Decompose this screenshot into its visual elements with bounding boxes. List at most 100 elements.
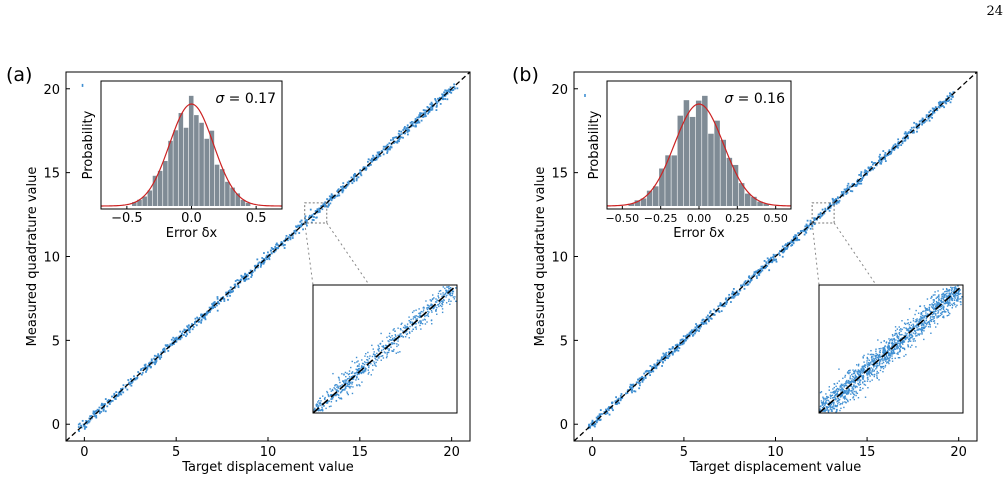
scatter-point — [180, 333, 183, 336]
scatter-point — [710, 312, 713, 315]
zoom-point — [365, 361, 367, 364]
scatter-point — [438, 97, 441, 99]
zoom-point — [887, 345, 890, 348]
scatter-point — [159, 357, 161, 360]
scatter-point — [296, 225, 299, 228]
scatter-point — [270, 252, 273, 254]
zoom-point — [421, 323, 424, 325]
scatter-point — [439, 103, 442, 105]
scatter-point — [273, 251, 276, 254]
scatter-point — [411, 120, 413, 123]
scatter-point — [591, 419, 594, 422]
zoom-point — [888, 342, 891, 344]
histogram-bar — [695, 100, 702, 206]
zoom-point — [363, 365, 365, 368]
zoom-point — [897, 351, 899, 354]
zoom-point — [880, 367, 882, 369]
scatter-point — [632, 383, 635, 386]
scatter-point — [695, 327, 698, 330]
scatter-point — [386, 152, 389, 154]
scatter-point — [676, 343, 679, 346]
scatter-point — [860, 180, 862, 182]
histogram-inset-b: −0.50 −0.25 0.00 0.25 0.50 Error δx Probabil… — [587, 80, 792, 241]
zoom-point — [331, 398, 333, 400]
scatter-point — [763, 260, 766, 262]
scatter-point — [705, 316, 708, 319]
scatter-point — [414, 119, 417, 122]
scatter-point — [931, 113, 933, 116]
histogram-bar — [677, 115, 684, 206]
zoom-point — [347, 373, 350, 376]
zoom-point — [390, 346, 392, 348]
zoom-point — [916, 323, 918, 325]
scatter-point — [823, 212, 826, 215]
scatter-point — [329, 202, 332, 205]
zoom-point — [368, 357, 371, 360]
scatter-point — [327, 205, 329, 208]
scatter-point — [799, 230, 802, 232]
scatter-point — [300, 222, 303, 225]
zoom-point — [387, 351, 390, 354]
scatter-point — [201, 313, 204, 316]
zoom-point — [838, 380, 840, 382]
zoom-point — [416, 318, 418, 320]
zoom-point — [894, 357, 896, 360]
zoom-point — [925, 323, 928, 326]
zoom-point — [847, 400, 849, 403]
zoom-point — [956, 300, 959, 302]
scatter-point — [856, 181, 859, 183]
sigma-annotation-b: σ = 0.16 — [724, 91, 785, 107]
scatter-point — [226, 295, 229, 298]
scatter-point — [906, 133, 908, 135]
zoom-point — [424, 315, 426, 318]
zoom-point — [417, 321, 420, 324]
scatter-point — [648, 371, 651, 374]
y-tick-label: 10 — [551, 251, 568, 266]
zoom-point — [883, 347, 885, 350]
scatter-point — [884, 158, 887, 160]
x-tick-label: 0 — [80, 445, 88, 460]
zoom-point — [350, 381, 352, 383]
scatter-point — [701, 319, 704, 322]
scatter-point — [299, 225, 301, 228]
scatter-point — [649, 374, 652, 377]
zoom-point — [318, 402, 321, 405]
zoom-point — [356, 361, 358, 363]
zoom-point — [887, 361, 890, 363]
scatter-point — [814, 217, 817, 220]
zoom-point — [885, 358, 888, 361]
zoom-point — [902, 347, 905, 349]
scatter-point — [920, 119, 923, 122]
scatter-point — [398, 140, 400, 143]
scatter-point — [951, 96, 954, 98]
zoom-point — [900, 330, 902, 332]
scatter-point — [230, 291, 233, 293]
zoom-point — [934, 307, 936, 309]
zoom-point — [849, 369, 851, 371]
scatter-point — [649, 364, 652, 367]
scatter-point — [928, 116, 930, 119]
scatter-point — [879, 161, 882, 164]
scatter-point — [835, 202, 838, 205]
scatter-point — [441, 93, 444, 96]
zoom-point — [337, 385, 339, 387]
scatter-point — [443, 95, 446, 98]
scatter-point — [163, 350, 166, 353]
zoom-point — [936, 323, 939, 325]
zoom-point — [858, 384, 860, 386]
scatter-point — [944, 100, 947, 103]
scatter-point — [798, 232, 800, 234]
zoom-point — [826, 396, 829, 398]
scatter-point — [838, 199, 841, 202]
scatter-point — [698, 327, 701, 330]
zoom-point — [944, 293, 947, 295]
zoom-point — [441, 308, 444, 310]
zoom-point — [344, 388, 346, 390]
scatter-point — [329, 195, 332, 198]
scatter-point — [382, 148, 385, 151]
zoom-point — [884, 366, 886, 368]
zoom-point — [444, 287, 446, 290]
zoom-point — [408, 337, 410, 339]
zoom-point — [858, 371, 860, 373]
